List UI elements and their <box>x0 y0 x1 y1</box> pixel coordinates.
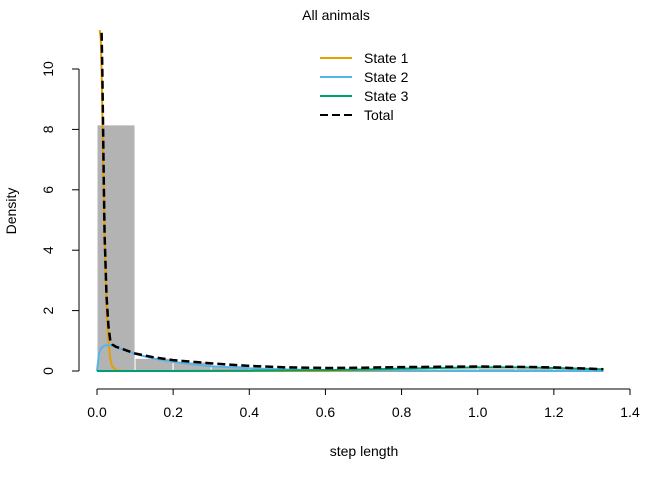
x-axis: 0.0 0.2 0.4 0.6 0.8 1.0 1.2 1.4 <box>87 388 640 420</box>
x-tick-label: 0.4 <box>240 404 260 420</box>
series-line-total <box>100 32 604 371</box>
x-axis-label: step length <box>330 443 399 459</box>
x-tick-label: 1.0 <box>468 404 488 420</box>
series-line-state-2 <box>96 344 604 372</box>
series-line-state-3 <box>97 366 604 372</box>
legend-label: State 2 <box>364 69 409 85</box>
series-line-state-1 <box>98 30 604 372</box>
legend: State 1 State 2 State 3 Total <box>320 50 409 123</box>
x-tick-label: 1.2 <box>544 404 564 420</box>
y-tick-label: 10 <box>40 61 56 77</box>
y-axis-label: Density <box>3 188 19 235</box>
x-tick-label: 1.4 <box>620 404 640 420</box>
legend-label: Total <box>364 107 394 123</box>
chart-title: All animals <box>302 7 370 23</box>
y-tick-label: 2 <box>40 306 56 314</box>
y-tick-label: 8 <box>40 125 56 133</box>
x-tick-label: 0.8 <box>392 404 412 420</box>
y-tick-label: 4 <box>40 246 56 254</box>
y-tick-label: 0 <box>40 367 56 375</box>
x-tick-label: 0.2 <box>163 404 183 420</box>
x-tick-label: 0.6 <box>316 404 336 420</box>
legend-label: State 1 <box>364 50 409 66</box>
density-curves <box>96 30 604 372</box>
x-tick-label: 0.0 <box>87 404 107 420</box>
y-tick-label: 6 <box>40 186 56 194</box>
legend-label: State 3 <box>364 88 409 104</box>
histogram <box>96 124 593 372</box>
y-axis: 0 2 4 6 8 10 <box>40 61 80 375</box>
